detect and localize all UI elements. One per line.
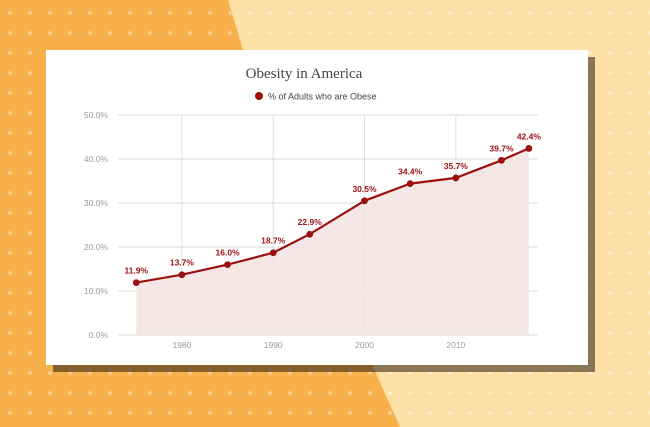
data-point: [132, 279, 140, 287]
data-label: 35.7%: [444, 161, 469, 171]
data-point: [525, 145, 533, 152]
data-label: 34.4%: [398, 167, 423, 177]
legend-marker: [255, 92, 263, 100]
data-label: 42.4%: [517, 131, 542, 141]
chart-card: 11.9% 13.7% 16.0% 18.7% 22.9% 30.5% 34.4% 35.7%…: [46, 50, 588, 365]
data-labels: 11.9% 13.7% 16.0% 18.7% 22.9% 30.5% 34.4% 35.7%…: [124, 131, 541, 275]
y-tick-label: 40.0%: [84, 154, 109, 164]
y-tick-label: 50.0%: [84, 110, 109, 120]
line-chart: 11.9% 13.7% 16.0% 18.7% 22.9% 30.5% 34.4% 35.7%…: [84, 66, 541, 350]
data-label: 22.9%: [298, 217, 323, 227]
data-label: 18.7%: [261, 236, 286, 246]
x-tick-label: 2010: [446, 340, 465, 350]
data-point: [306, 230, 314, 238]
data-point: [498, 156, 505, 164]
data-point: [178, 271, 186, 279]
data-point: [406, 180, 414, 188]
chart-title: Obesity in America: [246, 66, 363, 82]
x-tick-label: 1990: [264, 340, 283, 350]
x-axis-ticks: 1980 1990 2000 2010: [172, 340, 465, 350]
data-label: 39.7%: [489, 143, 514, 153]
data-point: [452, 174, 460, 182]
y-tick-label: 30.0%: [84, 198, 109, 208]
data-label: 13.7%: [170, 258, 195, 268]
y-tick-label: 20.0%: [84, 242, 109, 252]
legend-label: % of Adults who are Obese: [268, 92, 377, 102]
x-tick-label: 2000: [355, 340, 374, 350]
data-point: [224, 261, 231, 268]
data-point: [361, 197, 368, 205]
y-tick-label: 0.0%: [89, 330, 109, 340]
x-tick-label: 1980: [172, 340, 191, 350]
series-line: [136, 147, 530, 284]
data-label: 16.0%: [216, 248, 241, 258]
data-points: [132, 145, 533, 287]
data-label: 11.9%: [124, 266, 148, 276]
data-label: 30.5%: [352, 184, 377, 194]
y-tick-label: 10.0%: [84, 286, 109, 296]
legend: % of Adults who are Obese: [255, 92, 377, 102]
data-point: [269, 249, 277, 257]
y-axis-ticks: 0.0% 10.0% 20.0% 30.0% 40.0% 50.0%: [84, 110, 109, 340]
series-area-fill: [136, 148, 529, 335]
